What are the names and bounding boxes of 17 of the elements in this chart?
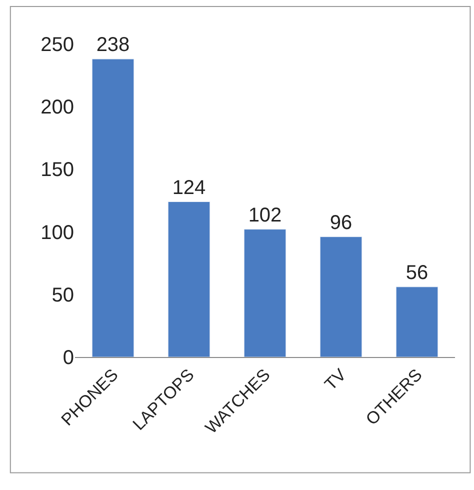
bar	[320, 236, 362, 357]
y-tick-label: 0	[62, 347, 74, 369]
y-tick-label: 200	[40, 96, 74, 119]
data-label: 96	[330, 212, 352, 234]
data-label: 56	[406, 262, 428, 284]
bar	[168, 202, 210, 357]
bar	[396, 286, 438, 357]
data-label: 238	[96, 34, 130, 56]
y-tick-label: 150	[40, 159, 74, 182]
data-label: 124	[172, 176, 206, 199]
data-label: 102	[248, 204, 282, 226]
x-tick-label: TV	[321, 364, 350, 394]
y-tick-label: 250	[40, 34, 74, 56]
y-tick-label: 50	[52, 284, 74, 306]
y-tick-label: 100	[40, 222, 74, 244]
bar	[244, 229, 286, 357]
bar	[92, 58, 134, 357]
